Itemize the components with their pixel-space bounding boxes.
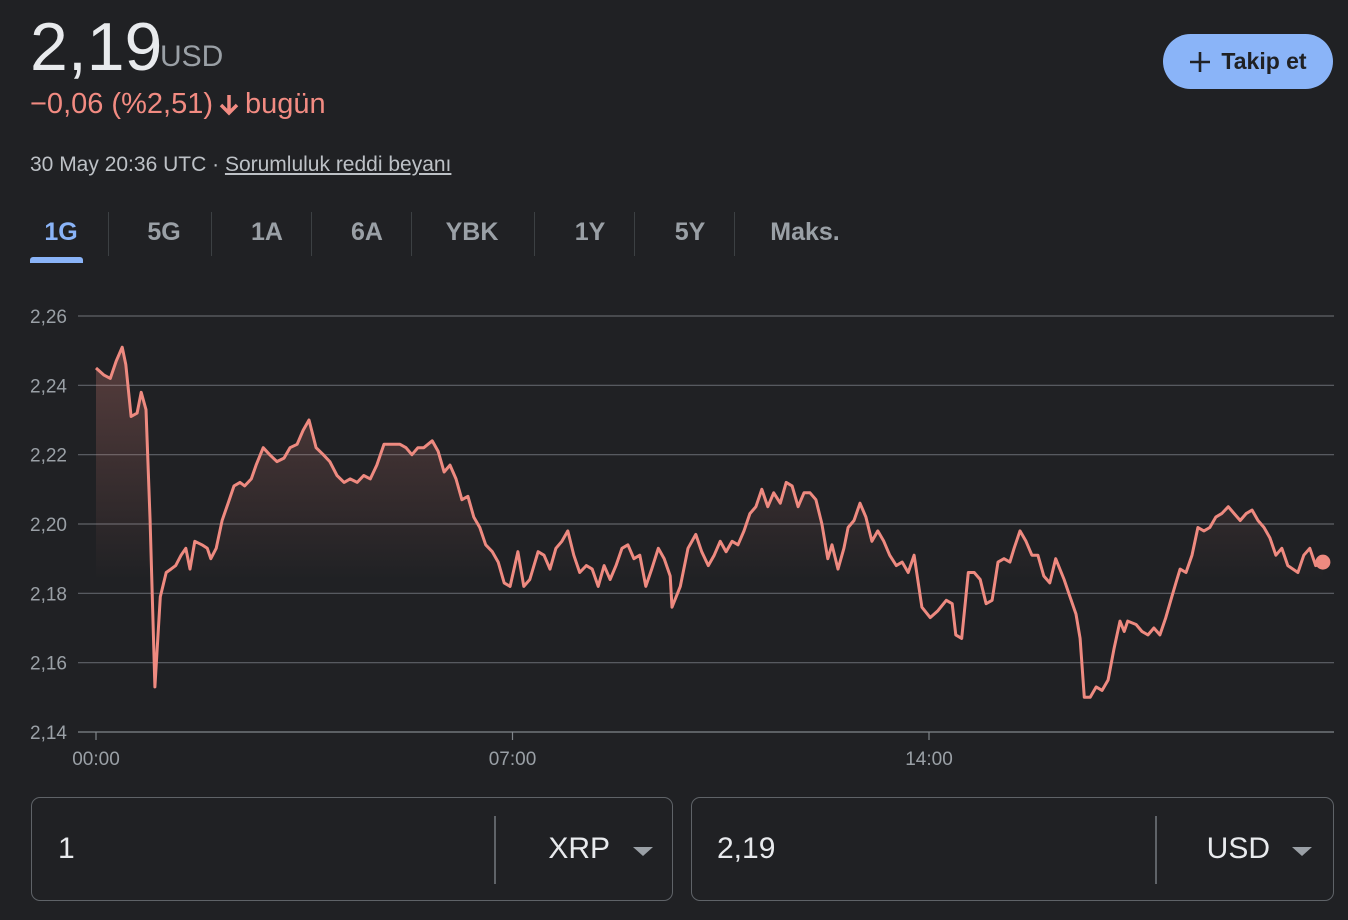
timestamp: 30 May 20:36 UTC	[30, 153, 207, 176]
change-value: −0,06 (%2,51)	[30, 88, 213, 120]
timestamp-line: 30 May 20:36 UTC · Sorumluluk reddi beya…	[30, 153, 451, 177]
to-box[interactable]	[691, 797, 1334, 901]
from-amount[interactable]: 1	[58, 832, 75, 865]
y-tick-label: 2,26	[30, 307, 67, 328]
down-arrow	[219, 94, 239, 115]
y-tick-label: 2,24	[30, 376, 67, 397]
x-tick-label: 00:00	[72, 749, 120, 770]
separator: ·	[212, 153, 220, 176]
x-tick-label: 07:00	[489, 749, 537, 770]
change-period: bugün	[244, 88, 326, 120]
range-tab[interactable]: 1G	[44, 218, 78, 246]
y-tick-label: 2,22	[30, 446, 67, 467]
from-currency[interactable]: XRP	[548, 832, 610, 865]
price-line	[94, 345, 1324, 699]
from-divider	[494, 816, 496, 884]
change: −0,06 (%2,51) bugün	[30, 88, 326, 121]
range-tab[interactable]: Maks.	[770, 218, 840, 246]
price: 2,19	[30, 9, 163, 85]
selected-underline	[30, 257, 83, 263]
from-dropdown[interactable]	[633, 845, 653, 857]
tab-separator	[734, 212, 735, 256]
follow-label: Takip et	[1221, 48, 1307, 74]
tab-separator	[108, 212, 109, 256]
range-tab[interactable]: 1Y	[574, 218, 606, 246]
range-tab[interactable]: YBK	[445, 218, 499, 246]
area-gradient	[96, 347, 1323, 732]
disclaimer-link[interactable]: Sorumluluk reddi beyanı	[224, 153, 452, 176]
y-tick-label: 2,20	[30, 515, 67, 536]
y-tick-label: 2,14	[30, 723, 67, 744]
tab-separator	[634, 212, 635, 256]
follow-button[interactable]: Takip et	[1163, 34, 1333, 89]
y-tick-label: 2,16	[30, 654, 67, 675]
to-divider	[1155, 816, 1157, 884]
chart: 2,14 2,16 2,18 2,20 2,22 2,24 2,26 00:00 07:00 14…	[30, 307, 1334, 770]
range-tab[interactable]: 6A	[351, 218, 383, 246]
plus-icon	[1190, 51, 1211, 72]
from-box[interactable]	[31, 797, 673, 901]
to-amount[interactable]: 2,19	[717, 832, 776, 865]
range-tab[interactable]: 1A	[251, 218, 283, 246]
range-tab[interactable]: 5G	[147, 218, 181, 246]
to-currency[interactable]: USD	[1206, 832, 1270, 865]
tab-separator	[211, 212, 212, 256]
last-point	[1315, 554, 1331, 570]
tab-separator	[311, 212, 312, 256]
x-tick-label: 14:00	[905, 749, 953, 770]
range-tab[interactable]: 5Y	[674, 218, 706, 246]
tab-separator	[411, 212, 412, 256]
y-tick-label: 2,18	[30, 584, 67, 605]
currency: USD	[160, 40, 224, 73]
tab-separator	[534, 212, 535, 256]
to-dropdown[interactable]	[1292, 845, 1312, 857]
